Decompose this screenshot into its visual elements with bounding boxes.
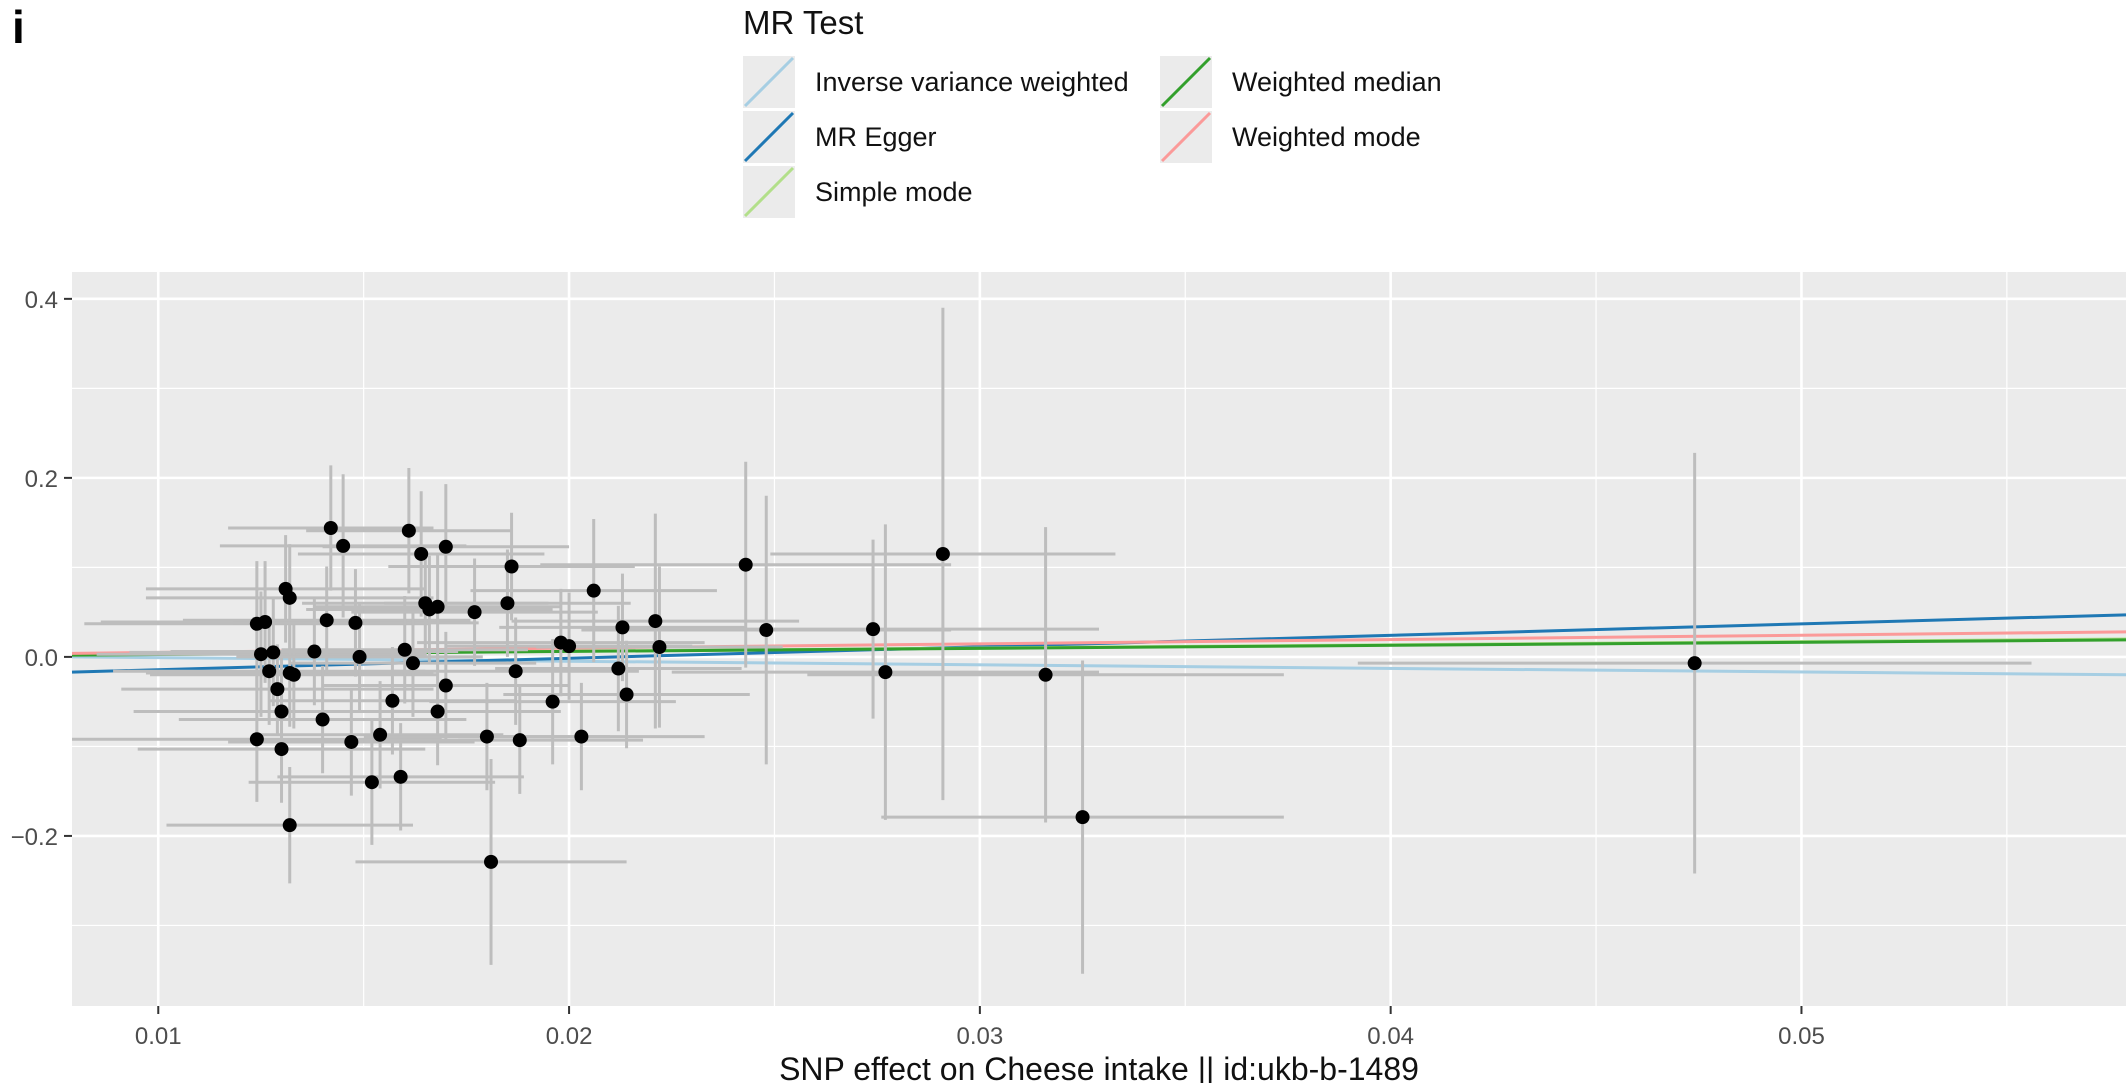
data-point bbox=[274, 704, 289, 719]
data-point bbox=[484, 854, 499, 869]
legend-key-ivw bbox=[743, 56, 795, 108]
data-point bbox=[759, 623, 774, 638]
y-tick-label: 0.2 bbox=[25, 466, 58, 493]
data-point bbox=[586, 583, 601, 598]
legend-label-mr-egger: MR Egger bbox=[815, 121, 937, 152]
x-tick-label: 0.02 bbox=[546, 1023, 593, 1050]
data-point bbox=[545, 694, 560, 709]
data-point bbox=[738, 557, 753, 572]
legend-key-weighted-median bbox=[1160, 56, 1212, 108]
grid-major bbox=[72, 272, 2126, 1006]
axes: 0.01 0.02 0.03 0.04 0.05 −0.2 0.0 0.2 0.4 bbox=[11, 287, 1825, 1050]
data-point bbox=[1038, 667, 1053, 682]
data-point bbox=[479, 729, 494, 744]
legend-swatch-mr-egger bbox=[743, 111, 795, 163]
plot-background bbox=[72, 272, 2126, 1006]
x-tick-label: 0.03 bbox=[957, 1023, 1004, 1050]
data-point bbox=[430, 704, 445, 719]
data-point bbox=[438, 678, 453, 693]
legend-title: MR Test bbox=[743, 4, 864, 41]
data-point bbox=[397, 642, 412, 657]
y-tick-label: −0.2 bbox=[11, 824, 58, 851]
data-point bbox=[430, 599, 445, 614]
data-point bbox=[619, 687, 634, 702]
data-point bbox=[405, 656, 420, 671]
data-point bbox=[878, 665, 893, 680]
legend-label-ivw: Inverse variance weighted bbox=[815, 66, 1129, 97]
data-point bbox=[438, 539, 453, 554]
data-point bbox=[504, 559, 519, 574]
data-point bbox=[286, 667, 301, 682]
data-point bbox=[336, 538, 351, 553]
data-point bbox=[393, 769, 408, 784]
legend-item-weighted-mode: Weighted mode bbox=[1160, 111, 1421, 163]
legend-label-weighted-mode: Weighted mode bbox=[1232, 121, 1421, 152]
data-point bbox=[615, 620, 630, 635]
legend-item-mr-egger: MR Egger bbox=[743, 111, 937, 163]
x-axis-label: SNP effect on Cheese intake || id:ukb-b-… bbox=[779, 1051, 1419, 1083]
legend-key-weighted-mode bbox=[1160, 111, 1212, 163]
data-point bbox=[385, 693, 400, 708]
data-point bbox=[323, 521, 338, 536]
legend-swatch-simple-mode bbox=[743, 166, 795, 218]
data-point bbox=[652, 640, 667, 655]
legend-swatch-weighted-median bbox=[1160, 56, 1212, 108]
data-point bbox=[270, 682, 285, 697]
data-point bbox=[266, 645, 281, 660]
data-point bbox=[253, 647, 268, 662]
data-point bbox=[344, 734, 359, 749]
y-tick-label: 0.0 bbox=[25, 645, 58, 672]
legend-item-simple-mode: Simple mode bbox=[743, 166, 973, 218]
data-point bbox=[282, 590, 297, 605]
data-point bbox=[500, 596, 515, 611]
data-point bbox=[307, 644, 322, 659]
legend-item-ivw: Inverse variance weighted bbox=[743, 56, 1129, 108]
data-point bbox=[1687, 656, 1702, 671]
data-points bbox=[249, 521, 1702, 869]
data-point bbox=[574, 729, 589, 744]
legend-key-mr-egger bbox=[743, 111, 795, 163]
data-point bbox=[467, 605, 482, 620]
data-point bbox=[364, 775, 379, 790]
data-point bbox=[282, 818, 297, 833]
legend-key-simple-mode bbox=[743, 166, 795, 218]
data-point bbox=[373, 727, 388, 742]
data-point bbox=[508, 664, 523, 679]
data-point bbox=[348, 615, 363, 630]
data-point bbox=[512, 733, 527, 748]
data-point bbox=[319, 613, 334, 628]
data-point bbox=[562, 639, 577, 654]
data-point bbox=[611, 661, 626, 676]
data-point bbox=[866, 622, 881, 637]
x-tick-label: 0.05 bbox=[1778, 1023, 1825, 1050]
data-point bbox=[935, 546, 950, 561]
legend-label-weighted-median: Weighted median bbox=[1232, 66, 1442, 97]
data-point bbox=[249, 732, 264, 747]
legend-item-weighted-median: Weighted median bbox=[1160, 56, 1442, 108]
legend-label-simple-mode: Simple mode bbox=[815, 176, 973, 207]
x-tick-label: 0.01 bbox=[135, 1023, 182, 1050]
legend-swatch-weighted-mode bbox=[1160, 111, 1212, 163]
data-point bbox=[262, 664, 277, 679]
data-point bbox=[315, 712, 330, 727]
data-point bbox=[414, 546, 429, 561]
panel-tag: i bbox=[12, 1, 25, 53]
data-point bbox=[1075, 810, 1090, 825]
data-point bbox=[401, 523, 416, 538]
y-tick-label: 0.4 bbox=[25, 287, 58, 314]
data-point bbox=[274, 742, 289, 757]
data-point bbox=[648, 614, 663, 629]
data-point bbox=[258, 614, 273, 629]
x-tick-label: 0.04 bbox=[1367, 1023, 1414, 1050]
data-point bbox=[352, 649, 367, 664]
legend-swatch-ivw bbox=[743, 56, 795, 108]
